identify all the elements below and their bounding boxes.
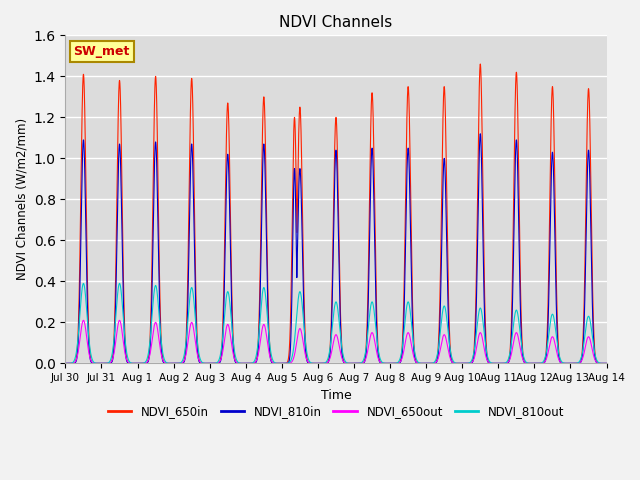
NDVI_810in <box>603 360 611 366</box>
NDVI_650in <box>264 291 272 297</box>
Line: NDVI_810in: NDVI_810in <box>65 134 607 363</box>
NDVI_810out <box>601 360 609 366</box>
NDVI_650out <box>603 360 611 366</box>
NDVI_810out <box>488 360 495 366</box>
NDVI_810in <box>476 131 484 137</box>
Legend: NDVI_650in, NDVI_810in, NDVI_650out, NDVI_810out: NDVI_650in, NDVI_810in, NDVI_650out, NDV… <box>103 401 569 423</box>
NDVI_650out <box>177 360 185 366</box>
NDVI_810in <box>61 360 69 366</box>
NDVI_810out <box>603 360 611 366</box>
NDVI_650out <box>601 360 609 366</box>
NDVI_650in <box>601 360 609 366</box>
NDVI_650in <box>411 349 419 355</box>
NDVI_650in <box>172 360 179 366</box>
NDVI_650in <box>476 61 484 67</box>
X-axis label: Time: Time <box>321 389 351 402</box>
NDVI_650in <box>61 360 69 366</box>
NDVI_810out <box>264 323 272 328</box>
NDVI_650in <box>177 360 185 366</box>
NDVI_650out <box>264 344 272 349</box>
NDVI_650out <box>172 360 179 366</box>
Text: SW_met: SW_met <box>74 45 130 58</box>
NDVI_650in <box>603 360 611 366</box>
NDVI_810out <box>61 360 69 366</box>
NDVI_810out <box>172 360 179 366</box>
Y-axis label: NDVI Channels (W/m2/mm): NDVI Channels (W/m2/mm) <box>15 118 28 280</box>
NDVI_810in <box>488 360 495 366</box>
NDVI_650in <box>488 360 495 366</box>
NDVI_650out <box>411 356 419 362</box>
NDVI_810out <box>177 360 185 365</box>
NDVI_810in <box>601 360 609 366</box>
NDVI_650out <box>61 360 69 366</box>
Title: NDVI Channels: NDVI Channels <box>279 15 392 30</box>
NDVI_810in <box>411 354 419 360</box>
NDVI_810out <box>411 348 419 354</box>
NDVI_650out <box>488 360 495 366</box>
NDVI_810in <box>177 360 185 366</box>
NDVI_650out <box>79 317 87 323</box>
NDVI_810out <box>79 280 87 286</box>
NDVI_810in <box>264 311 272 317</box>
Line: NDVI_650out: NDVI_650out <box>65 320 607 363</box>
Line: NDVI_810out: NDVI_810out <box>65 283 607 363</box>
Line: NDVI_650in: NDVI_650in <box>65 64 607 363</box>
NDVI_810in <box>172 360 179 366</box>
